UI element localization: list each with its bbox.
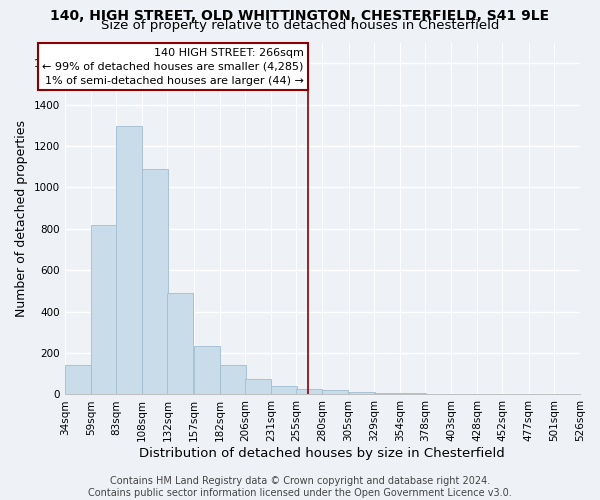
Bar (142, 169, 168, 394)
Bar (65, 366, 91, 394)
Bar (167, 293, 193, 394)
X-axis label: Distribution of detached houses by size in Chesterfield: Distribution of detached houses by size … (139, 447, 505, 460)
Bar (194, 346, 220, 395)
Text: 140, HIGH STREET, OLD WHITTINGTON, CHESTERFIELD, S41 9LE: 140, HIGH STREET, OLD WHITTINGTON, CHEST… (50, 9, 550, 23)
Bar (245, 379, 271, 394)
Bar (271, 386, 297, 394)
Text: Size of property relative to detached houses in Chesterfield: Size of property relative to detached ho… (101, 19, 499, 32)
Text: Contains HM Land Registry data © Crown copyright and database right 2024.
Contai: Contains HM Land Registry data © Crown c… (88, 476, 512, 498)
Bar (296, 390, 322, 394)
Bar (349, 392, 374, 394)
Bar (116, 126, 142, 394)
Bar (220, 366, 246, 394)
Text: 140 HIGH STREET: 266sqm
← 99% of detached houses are smaller (4,285)
1% of semi-: 140 HIGH STREET: 266sqm ← 99% of detache… (42, 48, 304, 86)
Bar (91, 224, 117, 394)
Y-axis label: Number of detached properties: Number of detached properties (15, 120, 28, 317)
Bar (322, 390, 349, 394)
